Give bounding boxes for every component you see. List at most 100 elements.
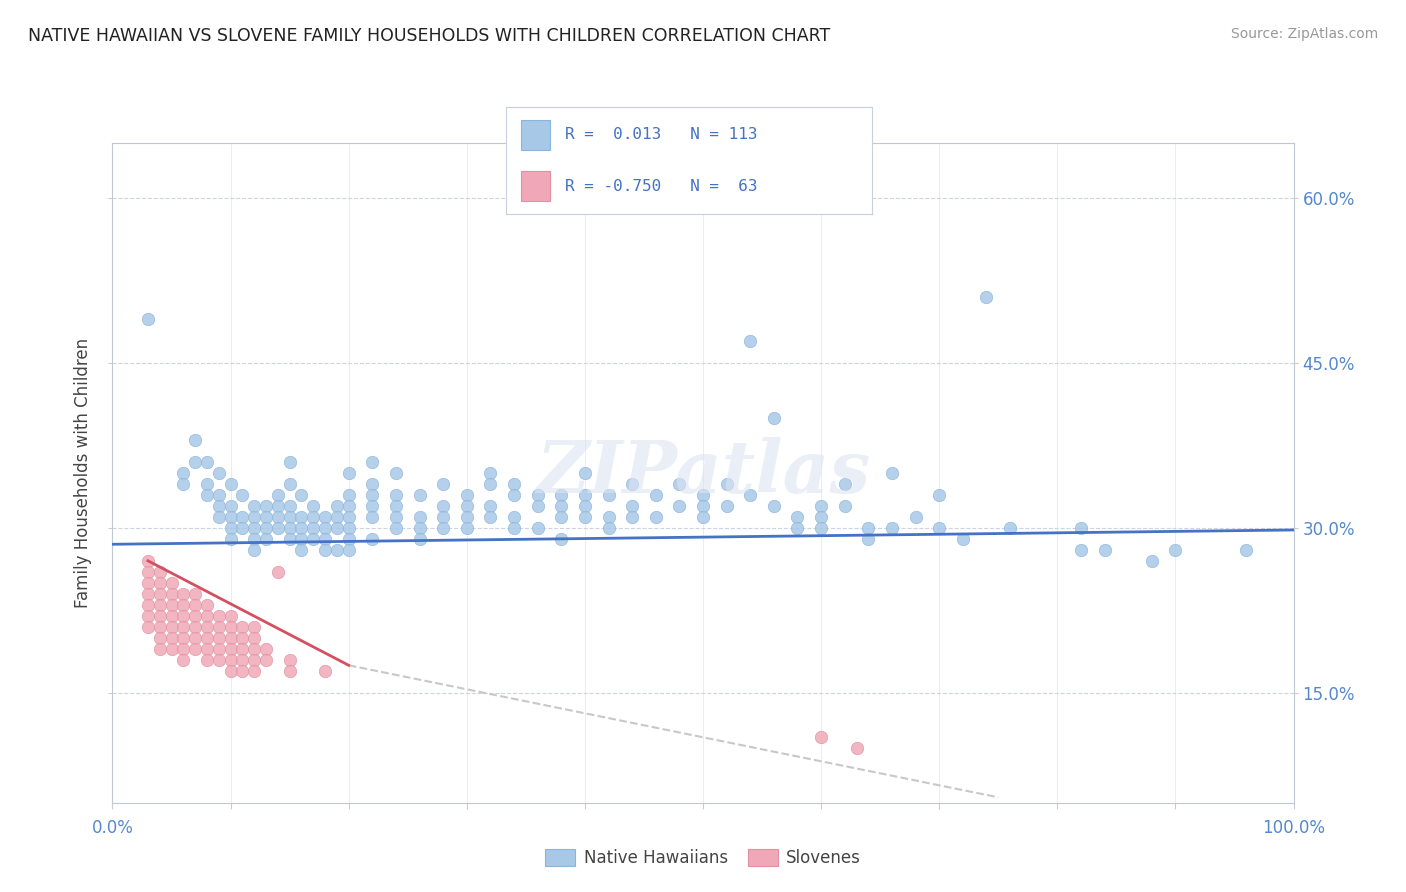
Point [904, 509, 927, 524]
Point [479, 476, 502, 491]
Point [172, 608, 194, 623]
Point [598, 488, 620, 502]
Point [267, 499, 290, 513]
Point [219, 476, 242, 491]
Point [479, 466, 502, 480]
Point [1070, 521, 1092, 535]
Point [621, 499, 644, 513]
Point [408, 532, 430, 546]
Point [845, 740, 868, 755]
Bar [520, 171, 550, 202]
Point [160, 587, 183, 601]
Point [668, 499, 690, 513]
Point [243, 664, 266, 678]
Point [219, 509, 242, 524]
Point [195, 608, 218, 623]
Point [574, 509, 596, 524]
Point [456, 499, 478, 513]
Point [1070, 542, 1092, 557]
Point [208, 608, 231, 623]
Point [149, 631, 172, 645]
Point [361, 476, 384, 491]
Point [184, 587, 207, 601]
Point [136, 575, 159, 590]
Point [136, 620, 159, 634]
Point [361, 488, 384, 502]
Point [810, 730, 832, 744]
Point [740, 488, 762, 502]
Point [503, 476, 526, 491]
Point [786, 509, 808, 524]
Point [337, 509, 360, 524]
Point [160, 641, 183, 656]
Point [219, 521, 242, 535]
Point [385, 466, 408, 480]
Point [858, 521, 880, 535]
Point [243, 509, 266, 524]
Point [149, 575, 172, 590]
Point [243, 542, 266, 557]
Point [928, 488, 950, 502]
Point [184, 620, 207, 634]
Point [160, 620, 183, 634]
Point [385, 509, 408, 524]
Point [385, 488, 408, 502]
Point [243, 499, 266, 513]
Point [184, 598, 207, 612]
Point [290, 488, 312, 502]
Point [385, 499, 408, 513]
Point [149, 620, 172, 634]
Point [195, 476, 218, 491]
Point [267, 488, 290, 502]
Point [998, 521, 1021, 535]
Point [326, 509, 349, 524]
Point [503, 521, 526, 535]
Point [267, 509, 290, 524]
Point [456, 509, 478, 524]
Point [149, 587, 172, 601]
Point [361, 455, 384, 469]
Point [219, 641, 242, 656]
Point [337, 521, 360, 535]
Point [385, 521, 408, 535]
Point [858, 532, 880, 546]
Point [149, 598, 172, 612]
Point [278, 653, 301, 667]
Point [219, 620, 242, 634]
Point [208, 509, 231, 524]
Bar [520, 120, 550, 150]
Point [184, 455, 207, 469]
Point [208, 499, 231, 513]
Point [834, 499, 856, 513]
Point [716, 499, 738, 513]
Point [314, 521, 336, 535]
Point [195, 631, 218, 645]
Point [644, 488, 666, 502]
Point [361, 532, 384, 546]
Point [243, 620, 266, 634]
Point [326, 521, 349, 535]
Point [479, 499, 502, 513]
Point [278, 455, 301, 469]
Point [243, 521, 266, 535]
Point [219, 499, 242, 513]
Point [302, 521, 325, 535]
Point [302, 509, 325, 524]
Point [692, 509, 714, 524]
Point [337, 466, 360, 480]
Text: 0.0%: 0.0% [91, 819, 134, 838]
Point [208, 488, 231, 502]
Point [195, 641, 218, 656]
Point [503, 488, 526, 502]
Point [184, 433, 207, 447]
Point [278, 509, 301, 524]
Point [243, 631, 266, 645]
Point [574, 466, 596, 480]
Text: Source: ZipAtlas.com: Source: ZipAtlas.com [1230, 27, 1378, 41]
Y-axis label: Family Households with Children: Family Households with Children [75, 338, 93, 607]
Point [526, 488, 548, 502]
Point [786, 521, 808, 535]
Point [160, 598, 183, 612]
Point [195, 598, 218, 612]
Point [574, 488, 596, 502]
